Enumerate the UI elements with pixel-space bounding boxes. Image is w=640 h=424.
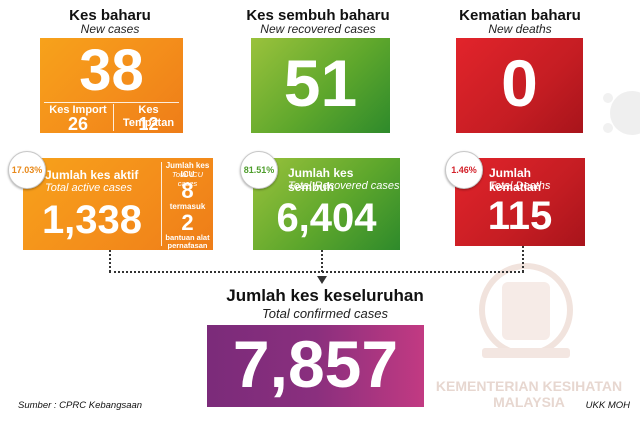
active-cases-box: Jumlah kes aktif Total active cases 1,33… [23, 158, 213, 250]
source-note: Sumber : CPRC Kebangsaan [18, 400, 143, 411]
icu-label: Jumlah kes ICU [165, 161, 210, 179]
new-deaths-value: 0 [501, 46, 538, 120]
confirmed-label-en: Total confirmed cases [262, 306, 388, 321]
deaths-total-label: Jumlah kematian [489, 166, 542, 194]
new-cases-subtitle: New cases [80, 22, 140, 36]
local-cases-label: Kes Tempatan [122, 104, 175, 129]
new-cases-value: 38 [79, 38, 144, 103]
deaths-percent-badge: 1.46% [445, 151, 483, 189]
new-deaths-title: Kematian baharu [459, 7, 581, 24]
confirmed-box: 7,857 [207, 325, 424, 407]
connector-deaths [522, 246, 524, 272]
active-cases-value: 1,338 [41, 198, 143, 242]
watermark-line-1: KEMENTERIAN KESIHATAN [435, 378, 623, 394]
new-deaths-subtitle: New deaths [488, 22, 552, 36]
active-cases-label: Jumlah kes aktif [45, 168, 139, 182]
recovered-percent-badge: 81.51% [240, 151, 278, 189]
new-recovered-title: Kes sembuh baharu [246, 7, 390, 24]
new-deaths-box: 0 [456, 38, 583, 133]
icu-value: 8 [181, 178, 194, 203]
import-cases-value: 26 [67, 114, 89, 134]
new-cases-divider [44, 102, 179, 103]
connector-arrow-icon [316, 272, 328, 284]
deaths-total-value: 115 [487, 194, 553, 238]
new-recovered-value: 51 [283, 46, 358, 120]
import-local-divider [113, 104, 114, 131]
active-cases-label-en: Total active cases [45, 182, 133, 194]
watermark-line-2: MALAYSIA [493, 394, 565, 410]
local-cases-value: 12 [138, 114, 159, 134]
recovered-total-label: Jumlah kes sembuh [288, 166, 354, 194]
including-label: termasuk [169, 202, 206, 211]
virus-watermark-icon [596, 78, 640, 148]
new-recovered-box: 51 [251, 38, 390, 133]
ventilator-value: 2 [181, 210, 194, 235]
ministry-crest-watermark [452, 258, 600, 376]
icu-divider [161, 162, 162, 246]
confirmed-label: Jumlah kes keseluruhan [226, 286, 424, 305]
connector-horizontal [109, 271, 524, 273]
new-recovered-subtitle: New recovered cases [260, 22, 376, 36]
import-cases-label: Kes Import [49, 104, 107, 116]
recovered-total-label-en: Total Recovered cases [288, 180, 400, 192]
connector-active [109, 250, 111, 272]
ventilator-label: bantuan alat pernafasan [165, 233, 210, 250]
new-cases-title: Kes baharu [69, 7, 151, 24]
active-percent-badge: 17.03% [8, 151, 46, 189]
confirmed-value: 7,857 [232, 327, 399, 401]
deaths-total-label-en: Total Deaths [489, 180, 551, 192]
new-cases-box: 38 Kes Import 26 Kes Tempatan 12 [40, 38, 183, 133]
connector-recovered [321, 250, 323, 272]
credit-note: UKK MOH [585, 400, 630, 411]
icu-label-en: Total ICU cases [172, 170, 203, 188]
recovered-total-value: 6,404 [276, 196, 377, 240]
